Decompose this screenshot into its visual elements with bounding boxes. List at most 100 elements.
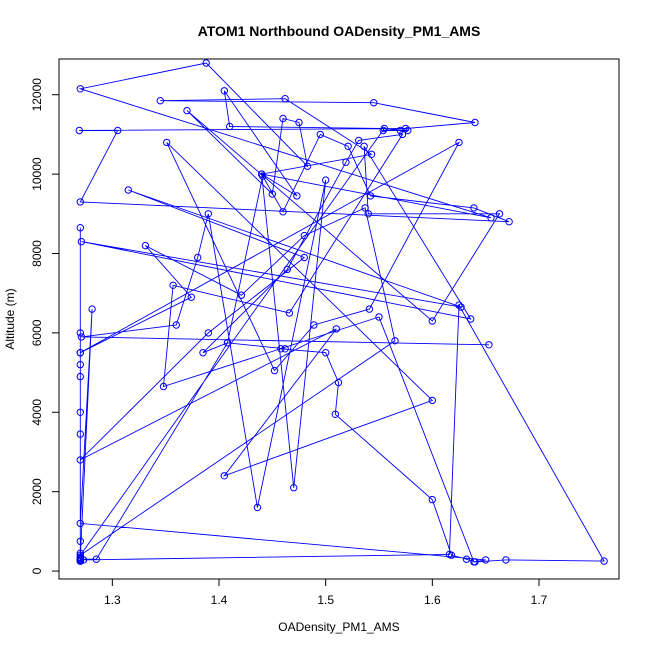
data-point — [76, 554, 85, 562]
data-point — [455, 301, 463, 309]
data-point — [76, 519, 85, 528]
data-point — [92, 555, 101, 563]
data-point — [204, 210, 213, 218]
plot-frame — [58, 58, 620, 580]
data-point — [360, 142, 368, 151]
data-point — [370, 99, 378, 107]
data-point — [76, 349, 85, 357]
y-tick-label: 10000 — [30, 157, 44, 191]
data-point — [495, 210, 504, 218]
data-point — [194, 253, 202, 262]
data-point — [332, 325, 340, 333]
data-point — [295, 118, 303, 127]
data-point — [470, 204, 478, 212]
data-point — [169, 281, 177, 289]
data-point — [366, 192, 375, 200]
data-point — [303, 162, 312, 170]
data-point — [367, 150, 376, 159]
data-point — [364, 210, 372, 218]
data-point — [76, 372, 85, 381]
data-point — [202, 59, 210, 67]
data-point — [114, 126, 122, 135]
data-point — [428, 396, 436, 405]
x-tick-label: 1.5 — [317, 593, 334, 607]
data-point — [279, 114, 287, 123]
x-axis-label: OADensity_PM1_AMS — [278, 620, 399, 634]
data-point — [253, 503, 262, 512]
y-tick-label: 12000 — [30, 78, 44, 112]
y-tick-label: 4000 — [30, 399, 44, 426]
data-point — [77, 237, 86, 246]
data-point — [471, 118, 479, 127]
data-point — [141, 241, 150, 250]
data-point — [487, 214, 495, 222]
data-point — [163, 138, 171, 147]
data-point — [457, 303, 465, 311]
data-point — [172, 321, 181, 329]
data-point — [281, 95, 289, 103]
data-point — [76, 430, 85, 438]
y-axis-label: Altitude (m) — [3, 288, 17, 349]
data-point — [237, 291, 246, 299]
x-axis: 1.3 1.4 1.5 1.6 1.7 — [104, 578, 548, 607]
data-point — [485, 341, 493, 349]
y-tick-label: 0 — [30, 567, 44, 574]
data-point — [365, 305, 374, 313]
data-point — [467, 315, 475, 323]
data-point — [77, 333, 86, 341]
data-point — [342, 158, 350, 166]
data-point — [398, 130, 407, 139]
data-point — [88, 305, 96, 313]
data-point — [279, 208, 287, 216]
data-point — [334, 378, 343, 387]
data-point — [220, 87, 229, 95]
data-point — [277, 345, 285, 353]
x-tick-label: 1.7 — [531, 593, 548, 607]
data-point — [404, 126, 412, 135]
data-point — [226, 122, 234, 131]
data-point — [331, 410, 339, 418]
data-point — [380, 124, 388, 133]
data-point — [285, 309, 294, 317]
data-point — [396, 126, 404, 135]
data-point — [300, 231, 308, 240]
data-point — [76, 85, 85, 93]
data-point — [76, 329, 85, 337]
data-point — [355, 136, 363, 145]
data-point — [76, 224, 85, 232]
data-point — [270, 366, 279, 375]
data-point — [156, 97, 165, 105]
data-point — [159, 382, 168, 391]
data-point — [76, 408, 85, 416]
data-point — [482, 556, 490, 564]
data-point — [455, 138, 463, 147]
x-tick-label: 1.4 — [211, 593, 228, 607]
data-point — [310, 321, 318, 329]
data-point — [268, 190, 276, 198]
data-point — [183, 106, 191, 115]
data-point — [293, 192, 301, 200]
data-point — [223, 339, 232, 347]
series-line — [78, 62, 605, 563]
data-point — [361, 204, 369, 212]
data-point — [76, 537, 85, 545]
data-point — [124, 186, 133, 194]
data-point — [76, 456, 85, 464]
data-point — [283, 265, 291, 274]
data-point — [75, 126, 84, 135]
data-point — [316, 130, 324, 139]
data-point — [322, 349, 330, 357]
data-point — [375, 313, 383, 321]
data-point — [322, 176, 330, 184]
data-point — [470, 558, 478, 566]
data-point — [76, 198, 85, 206]
plot-area — [75, 59, 608, 566]
data-point — [258, 170, 266, 178]
y-tick-label: 2000 — [30, 478, 44, 505]
data-point — [220, 472, 229, 480]
y-tick-label: 6000 — [30, 319, 44, 346]
data-point — [187, 293, 196, 301]
chart-title: ATOM1 Northbound OADensity_PM1_AMS — [198, 23, 481, 39]
data-point — [199, 349, 207, 357]
